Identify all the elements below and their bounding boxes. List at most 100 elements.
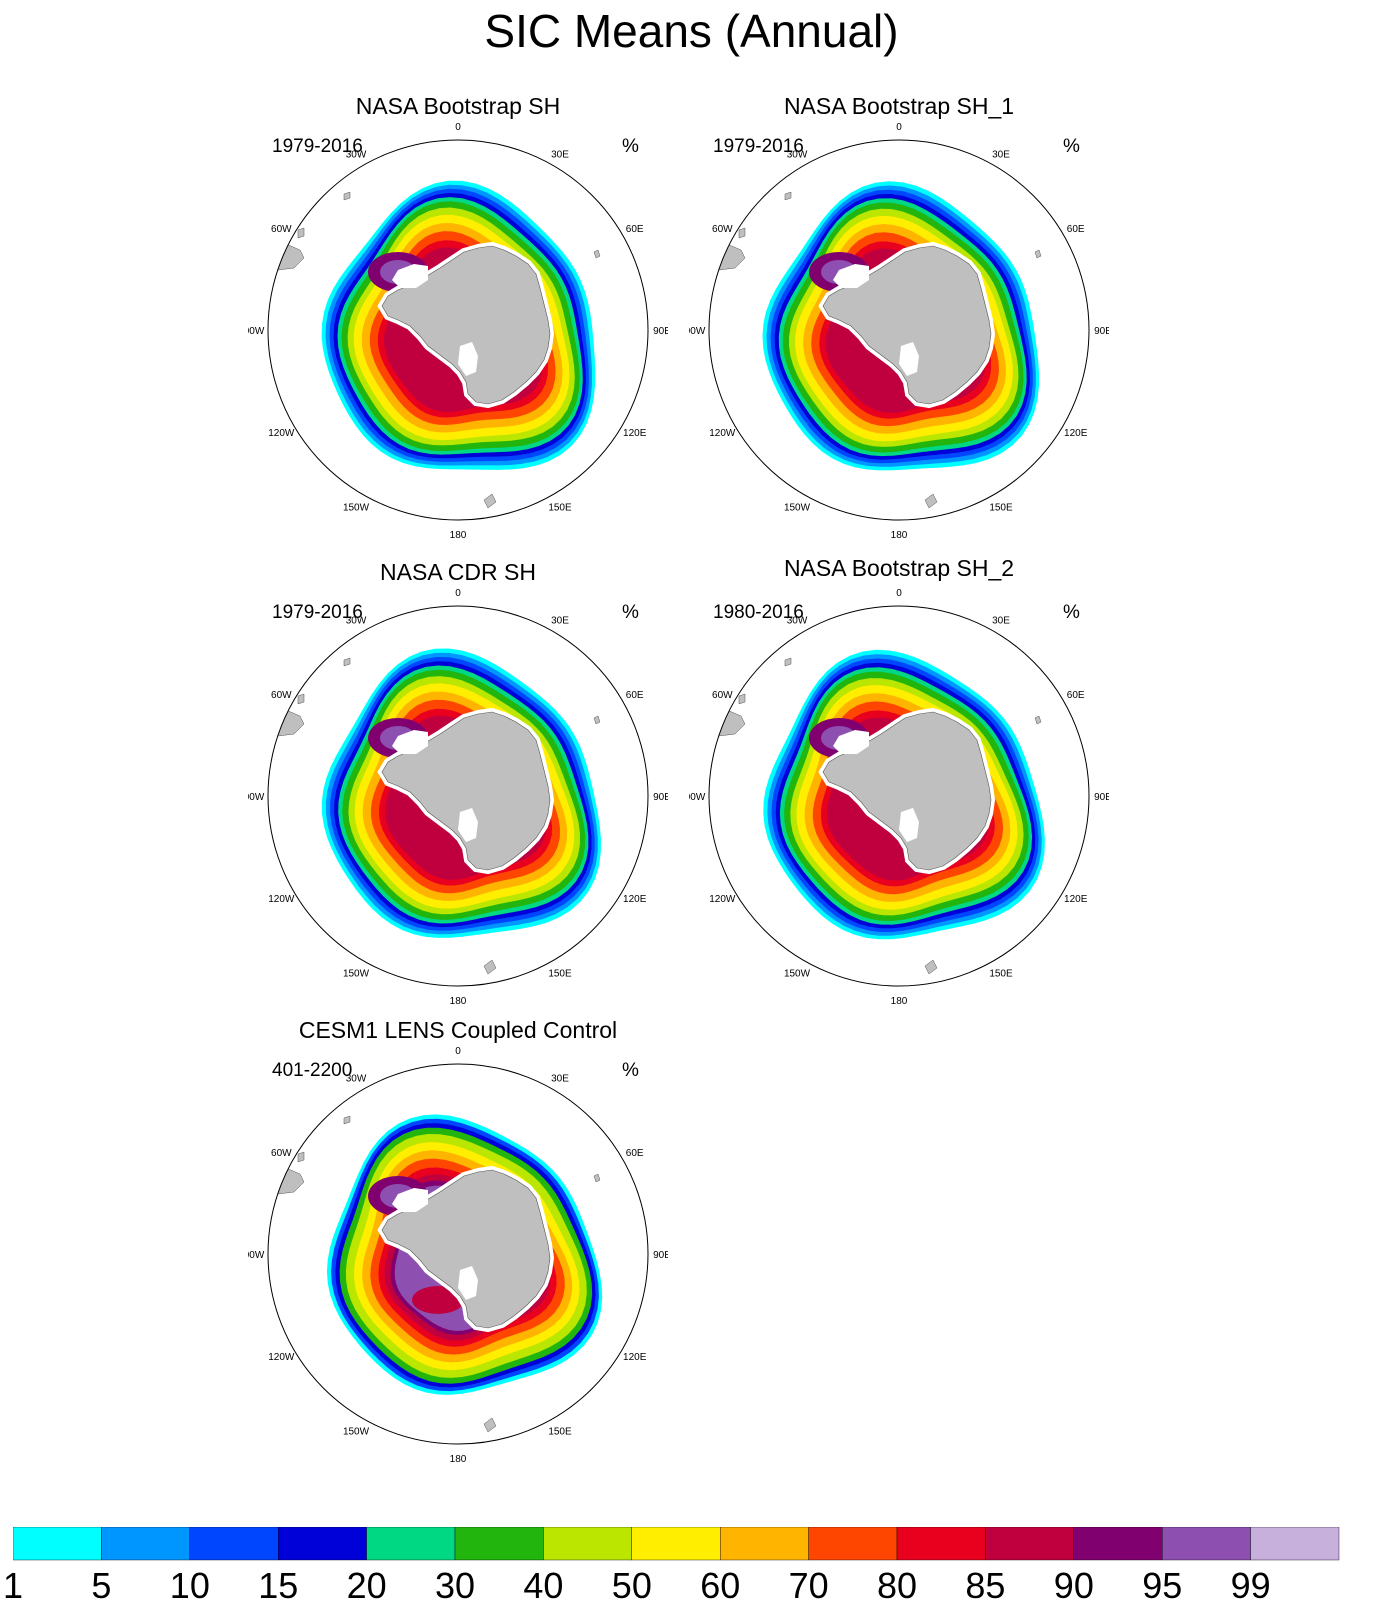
panel-period: 1979-2016 <box>272 136 363 157</box>
map-panel-1: NASA Bootstrap SH 1979-2016 % 0 30E 60E 90E… <box>248 92 668 562</box>
island <box>343 191 351 201</box>
south-america-landmass <box>709 705 746 737</box>
colorbar-box <box>366 1527 456 1561</box>
longitude-label: 120E <box>623 428 647 439</box>
colorbar-box <box>985 1527 1075 1561</box>
colorbar-box <box>13 1527 102 1561</box>
longitude-label: 0 <box>455 122 461 133</box>
longitude-label: 60W <box>712 690 733 701</box>
island <box>297 227 305 239</box>
island <box>1034 715 1042 725</box>
longitude-label: 180 <box>450 1454 467 1464</box>
ice-shelf <box>392 264 428 288</box>
island <box>1034 249 1042 259</box>
colorbar-tick-label: 40 <box>523 1565 564 1606</box>
longitude-label: 60W <box>712 224 733 235</box>
longitude-label: 30E <box>992 149 1010 160</box>
longitude-label: 180 <box>450 996 467 1006</box>
colorbar-tick-label: 30 <box>435 1565 476 1606</box>
longitude-label: 60W <box>271 690 292 701</box>
polar-map: 0 30E 60E 90E 120E 150E 180 150W 120W 90W 60W 30W <box>248 1046 668 1464</box>
longitude-label: 60E <box>626 224 644 235</box>
longitude-label: 30E <box>551 149 569 160</box>
panel-title: NASA CDR SH <box>380 559 536 585</box>
island <box>343 657 351 667</box>
colorbar-tick-label: 50 <box>611 1565 652 1606</box>
colorbar-tick-label: 15 <box>258 1565 299 1606</box>
polar-map: 0 30E 60E 90E 120E 150E 180 150W 120W 90W 60W 30W <box>248 122 668 540</box>
longitude-label: 120W <box>709 428 736 439</box>
ice-patch <box>853 362 905 390</box>
longitude-label: 120E <box>1064 428 1088 439</box>
longitude-label: 180 <box>891 996 908 1006</box>
ice-patch <box>412 828 464 856</box>
longitude-label: 60E <box>626 690 644 701</box>
colorbar-box <box>543 1527 633 1561</box>
longitude-label: 120E <box>623 1352 647 1363</box>
colorbar-tick-label: 10 <box>169 1565 210 1606</box>
colorbar-box <box>720 1527 809 1561</box>
ice-field <box>268 1114 603 1433</box>
longitude-label: 120E <box>623 894 647 905</box>
longitude-label: 0 <box>455 1046 461 1057</box>
longitude-label: 150E <box>548 1427 572 1438</box>
longitude-label: 150W <box>784 503 811 514</box>
longitude-label: 30W <box>787 149 808 160</box>
ice-field <box>268 648 601 975</box>
ice-shelf <box>392 1188 428 1212</box>
panel-period: 1980-2016 <box>713 602 804 623</box>
polar-map: 0 30E 60E 90E 120E 150E 180 150W 120W 90W 60W 30W <box>689 588 1109 1006</box>
island <box>738 693 746 705</box>
panel-title: NASA Bootstrap SH <box>355 93 561 119</box>
island <box>738 227 746 239</box>
colorbar-box <box>896 1527 986 1561</box>
figure-title: SIC Means (Annual) <box>484 5 899 57</box>
longitude-label: 0 <box>896 122 902 133</box>
longitude-label: 90W <box>248 792 265 803</box>
panel-units: % <box>1063 136 1080 157</box>
longitude-label: 60W <box>271 224 292 235</box>
colorbar-tick-label: 70 <box>788 1565 829 1606</box>
longitude-label: 90E <box>1094 792 1109 803</box>
map-boundary <box>267 605 649 987</box>
colorbar-box <box>278 1527 367 1561</box>
panel-units: % <box>622 1060 639 1081</box>
colorbar <box>13 1527 1340 1561</box>
panel-period: 1979-2016 <box>272 602 363 623</box>
island <box>593 715 601 725</box>
island <box>297 693 305 705</box>
longitude-label: 120W <box>268 428 295 439</box>
colorbar-box <box>1250 1527 1340 1561</box>
longitude-label: 90E <box>653 1250 668 1261</box>
longitude-label: 60E <box>1067 224 1085 235</box>
panel-title: CESM1 LENS Coupled Control <box>298 1017 618 1043</box>
panel-title: NASA Bootstrap SH_1 <box>783 93 1015 119</box>
longitude-label: 120W <box>268 1352 295 1363</box>
island <box>593 249 601 259</box>
map-boundary <box>267 139 649 521</box>
ice-field <box>268 180 601 509</box>
ice-shelf <box>833 264 869 288</box>
map-boundary <box>708 139 1090 521</box>
south-america-landmass <box>709 239 746 271</box>
new-zealand-landmass <box>924 493 938 509</box>
longitude-label: 60E <box>1067 690 1085 701</box>
longitude-label: 0 <box>455 588 461 599</box>
longitude-label: 90W <box>689 326 706 337</box>
longitude-label: 90W <box>689 792 706 803</box>
longitude-label: 120E <box>1064 894 1088 905</box>
colorbar-box <box>189 1527 279 1561</box>
island <box>784 657 792 667</box>
map-panel-2: NASA Bootstrap SH_1 1979-2016 % 0 30E 60E 9… <box>689 92 1109 562</box>
colorbar-tick-label: 95 <box>1142 1565 1183 1606</box>
colorbar-tick-label: 1 <box>2 1565 24 1606</box>
new-zealand-landmass <box>483 1417 497 1433</box>
polar-map: 0 30E 60E 90E 120E 150E 180 150W 120W 90W 60W 30W <box>248 588 668 1006</box>
map-panel-3: NASA CDR SH 1979-2016 % 0 30E 60E 90E 120E 15… <box>248 558 668 1028</box>
longitude-label: 90E <box>653 792 668 803</box>
colorbar-box <box>808 1527 898 1561</box>
longitude-label: 90E <box>1094 326 1109 337</box>
colorbar-tick-label: 99 <box>1230 1565 1271 1606</box>
longitude-label: 90W <box>248 326 265 337</box>
ice-shelf <box>833 730 869 754</box>
